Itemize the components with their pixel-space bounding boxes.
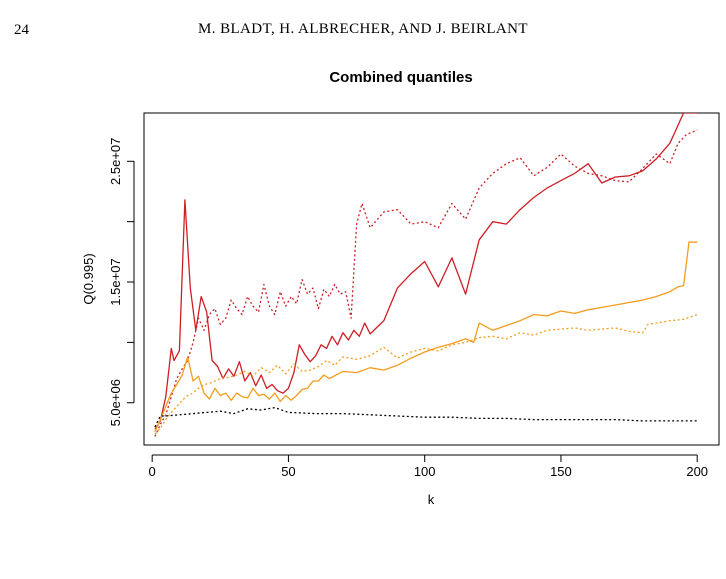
chart-title: Combined quantiles xyxy=(329,69,472,86)
page-number: 24 xyxy=(14,22,29,38)
x-axis: 0 50 100 150 200 xyxy=(149,454,708,479)
y-tick-label: 5.0e+06 xyxy=(108,379,123,426)
x-tick-label: 100 xyxy=(414,464,436,479)
x-tick-label: 200 xyxy=(686,464,708,479)
x-tick-label: 0 xyxy=(149,464,156,479)
y-tick-label: 1.5e+07 xyxy=(108,258,123,305)
series-layer xyxy=(154,113,698,437)
y-axis-label: Q(0.995) xyxy=(81,253,96,304)
y-tick-label: 2.5e+07 xyxy=(108,138,123,185)
series-line-3 xyxy=(154,241,698,432)
x-axis-label: k xyxy=(428,492,435,507)
series-line-4 xyxy=(154,313,698,435)
x-tick-label: 50 xyxy=(281,464,295,479)
series-line-5 xyxy=(154,406,698,428)
running-head: M. BLADT, H. ALBRECHER, AND J. BEIRLANT xyxy=(198,21,528,37)
x-tick-label: 150 xyxy=(550,464,572,479)
y-axis: 5.0e+06 1.5e+07 2.5e+07 xyxy=(108,138,135,426)
series-line-2 xyxy=(154,129,698,437)
plot-frame xyxy=(143,112,720,446)
series-line-1 xyxy=(154,113,698,430)
